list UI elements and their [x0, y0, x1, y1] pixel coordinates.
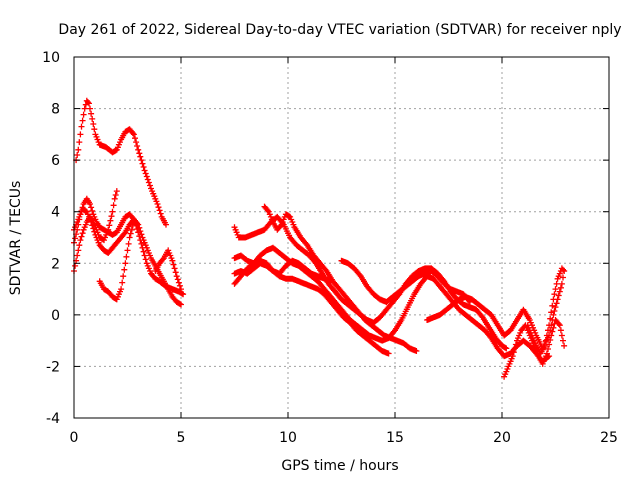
series-track-15 — [524, 265, 568, 357]
series-track-7 — [231, 213, 510, 352]
x-tick-label: 0 — [70, 430, 79, 446]
series-track-5 — [96, 219, 137, 303]
x-tick-label: 15 — [386, 430, 404, 446]
series-track-12 — [338, 257, 473, 305]
plus-markers — [152, 247, 184, 293]
x-tick-label: 20 — [493, 430, 511, 446]
plot-frame — [73, 56, 610, 419]
grid-layer — [74, 57, 609, 418]
plus-markers — [73, 97, 169, 228]
x-axis-label: GPS time / hours — [281, 458, 398, 474]
data-points — [71, 97, 568, 380]
axis-ticks: 0 5 10 15 20 25 -4 -2 0 2 4 6 8 10 — [42, 50, 618, 446]
y-tick-label: -2 — [46, 359, 60, 375]
y-tick-label: 8 — [51, 102, 60, 118]
plus-markers — [96, 219, 137, 303]
x-tick-label: 5 — [177, 430, 186, 446]
x-tick-label: 10 — [279, 430, 297, 446]
y-tick-label: -4 — [46, 411, 60, 427]
x-tick-label: 25 — [600, 430, 618, 446]
y-tick-label: 6 — [51, 153, 60, 169]
y-tick-label: 0 — [51, 308, 60, 324]
series-track-1 — [73, 97, 169, 228]
y-tick-label: 10 — [42, 50, 60, 66]
plus-markers — [524, 265, 568, 357]
plus-markers — [261, 203, 420, 354]
y-axis-label: SDTVAR / TECUs — [8, 181, 24, 296]
plus-markers — [231, 257, 334, 287]
y-tick-label: 2 — [51, 256, 60, 272]
series-track-6 — [152, 247, 184, 293]
y-tick-label: 4 — [51, 205, 60, 221]
chart-title: Day 261 of 2022, Sidereal Day-to-day VTE… — [58, 22, 621, 38]
series-track-10 — [231, 257, 334, 287]
plus-markers — [231, 213, 510, 352]
series-track-11 — [261, 203, 420, 354]
plus-markers — [338, 257, 473, 305]
